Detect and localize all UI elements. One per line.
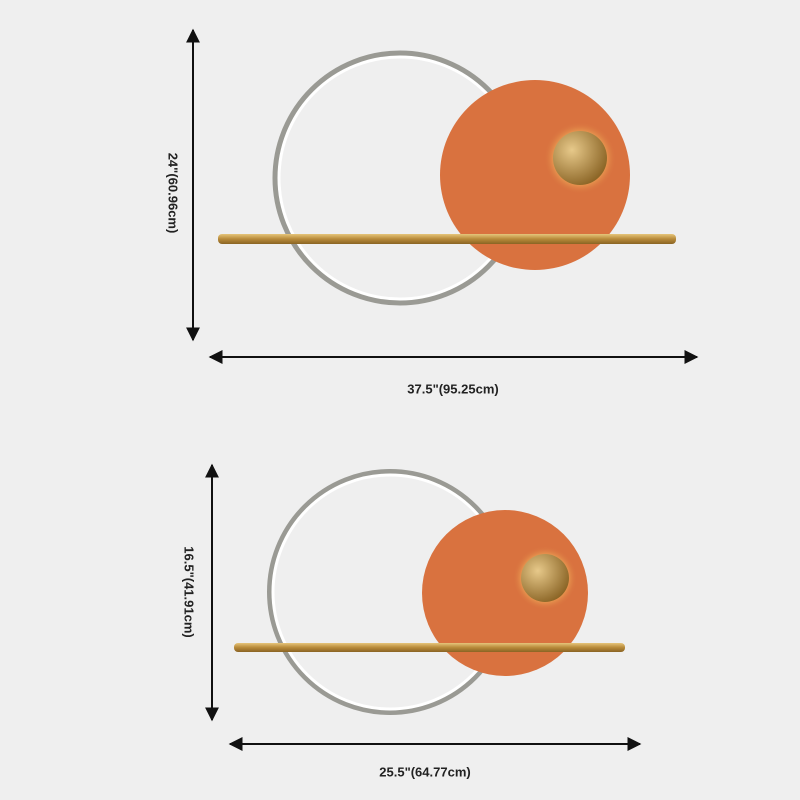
width-label: 25.5"(64.77cm) (379, 764, 470, 779)
height-label: 24"(60.96cm) (166, 153, 181, 234)
lamp-large (218, 50, 676, 306)
height-label: 16.5"(41.91cm) (182, 546, 197, 637)
width-label: 37.5"(95.25cm) (407, 381, 498, 396)
lamp-small (234, 469, 625, 715)
